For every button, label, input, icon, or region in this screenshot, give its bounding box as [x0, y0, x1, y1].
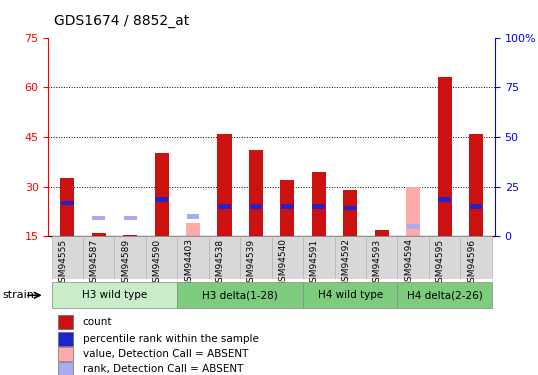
- FancyBboxPatch shape: [209, 236, 240, 279]
- FancyBboxPatch shape: [178, 236, 209, 279]
- Bar: [313, 204, 325, 209]
- Text: H3 delta(1-28): H3 delta(1-28): [202, 290, 278, 300]
- FancyBboxPatch shape: [398, 236, 429, 279]
- Bar: [470, 204, 483, 209]
- Bar: [249, 150, 263, 236]
- Text: rank, Detection Call = ABSENT: rank, Detection Call = ABSENT: [82, 364, 243, 374]
- Bar: [58, 362, 73, 375]
- Text: percentile rank within the sample: percentile rank within the sample: [82, 334, 258, 344]
- Bar: [281, 204, 294, 209]
- Text: value, Detection Call = ABSENT: value, Detection Call = ABSENT: [82, 349, 248, 359]
- Bar: [124, 216, 137, 220]
- Text: H4 wild type: H4 wild type: [317, 290, 383, 300]
- Text: GSM94592: GSM94592: [341, 238, 350, 287]
- FancyBboxPatch shape: [429, 236, 461, 279]
- Bar: [187, 214, 200, 219]
- FancyBboxPatch shape: [303, 282, 398, 308]
- Bar: [280, 180, 294, 236]
- Bar: [93, 216, 105, 220]
- FancyBboxPatch shape: [398, 282, 492, 308]
- FancyBboxPatch shape: [366, 236, 398, 279]
- Text: GSM94587: GSM94587: [90, 238, 99, 288]
- FancyBboxPatch shape: [52, 282, 178, 308]
- Bar: [250, 204, 263, 209]
- Bar: [438, 198, 451, 202]
- FancyBboxPatch shape: [272, 236, 303, 279]
- Text: H4 delta(2-26): H4 delta(2-26): [407, 290, 483, 300]
- FancyBboxPatch shape: [461, 236, 492, 279]
- Bar: [217, 134, 231, 236]
- Bar: [218, 204, 231, 209]
- Bar: [60, 178, 74, 236]
- Bar: [123, 235, 137, 236]
- Text: strain: strain: [3, 290, 34, 300]
- Text: GSM94403: GSM94403: [184, 238, 193, 287]
- Text: GSM94589: GSM94589: [121, 238, 130, 288]
- FancyBboxPatch shape: [146, 236, 178, 279]
- Bar: [154, 153, 169, 236]
- FancyBboxPatch shape: [178, 282, 303, 308]
- Text: GSM94591: GSM94591: [310, 238, 319, 288]
- Bar: [469, 134, 483, 236]
- Text: GDS1674 / 8852_at: GDS1674 / 8852_at: [54, 13, 189, 27]
- Text: GSM94593: GSM94593: [373, 238, 382, 288]
- Bar: [312, 172, 326, 236]
- Text: GSM94539: GSM94539: [247, 238, 256, 288]
- Bar: [58, 347, 73, 361]
- Bar: [58, 332, 73, 346]
- Bar: [437, 77, 452, 236]
- Bar: [186, 223, 200, 236]
- FancyBboxPatch shape: [335, 236, 366, 279]
- Bar: [58, 315, 73, 329]
- Bar: [343, 190, 357, 236]
- Text: GSM94595: GSM94595: [436, 238, 444, 288]
- Text: GSM94538: GSM94538: [216, 238, 224, 288]
- Bar: [91, 233, 106, 236]
- Text: GSM94590: GSM94590: [153, 238, 161, 288]
- Text: count: count: [82, 317, 112, 327]
- Bar: [155, 198, 168, 202]
- FancyBboxPatch shape: [115, 236, 146, 279]
- Text: GSM94594: GSM94594: [404, 238, 413, 287]
- FancyBboxPatch shape: [52, 236, 83, 279]
- Bar: [61, 201, 74, 206]
- Bar: [407, 224, 420, 229]
- Bar: [406, 187, 420, 236]
- Bar: [374, 230, 389, 236]
- Text: GSM94540: GSM94540: [278, 238, 287, 287]
- Text: H3 wild type: H3 wild type: [82, 290, 147, 300]
- Bar: [344, 206, 357, 210]
- FancyBboxPatch shape: [240, 236, 272, 279]
- Text: GSM94555: GSM94555: [58, 238, 67, 288]
- FancyBboxPatch shape: [83, 236, 115, 279]
- Text: GSM94596: GSM94596: [467, 238, 476, 288]
- FancyBboxPatch shape: [303, 236, 335, 279]
